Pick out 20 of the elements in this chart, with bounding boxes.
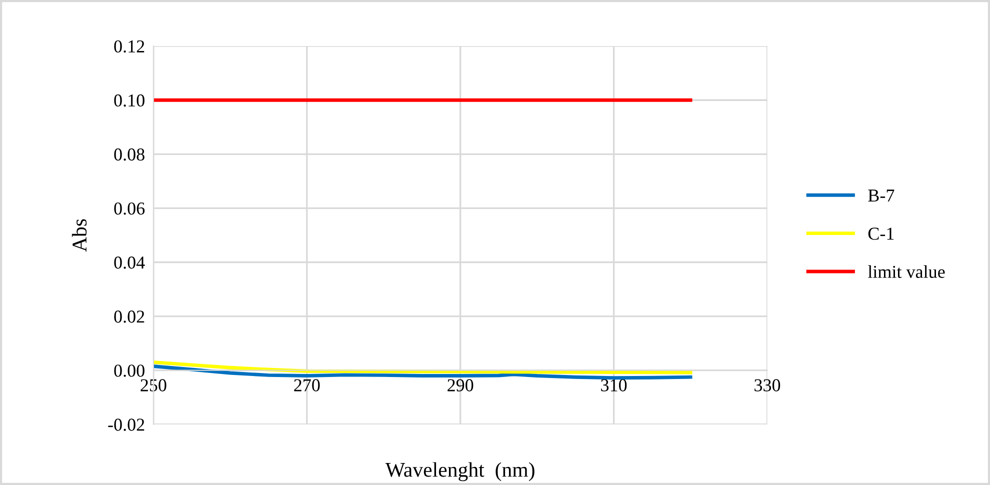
y-tick-label: 0.10 [114, 94, 144, 107]
line-series [153, 364, 692, 380]
x-axis-title: Wavelenght (nm) [385, 462, 534, 482]
y-tick-label: 0.00 [114, 364, 144, 377]
y-tick-label: 0.02 [114, 310, 144, 323]
y-tick-label: 0.04 [114, 256, 145, 269]
y-tick-label: 0.08 [114, 148, 144, 161]
x-tick-label: 310 [601, 379, 627, 392]
y-axis-title: Abs [72, 219, 87, 252]
y-tick-label: 0.12 [114, 40, 144, 53]
y-tick-label: 0.06 [114, 202, 145, 215]
line-series [153, 360, 692, 374]
legend-label: C-1 [868, 228, 894, 240]
x-tick-label: 270 [294, 379, 320, 392]
legend-label: limit value [868, 265, 945, 278]
x-tick-label: 330 [754, 379, 780, 392]
x-tick-label: 250 [140, 379, 166, 392]
y-tick-label: -0.02 [108, 418, 144, 431]
legend-label: B-7 [868, 190, 894, 202]
x-tick-label: 290 [448, 379, 474, 392]
